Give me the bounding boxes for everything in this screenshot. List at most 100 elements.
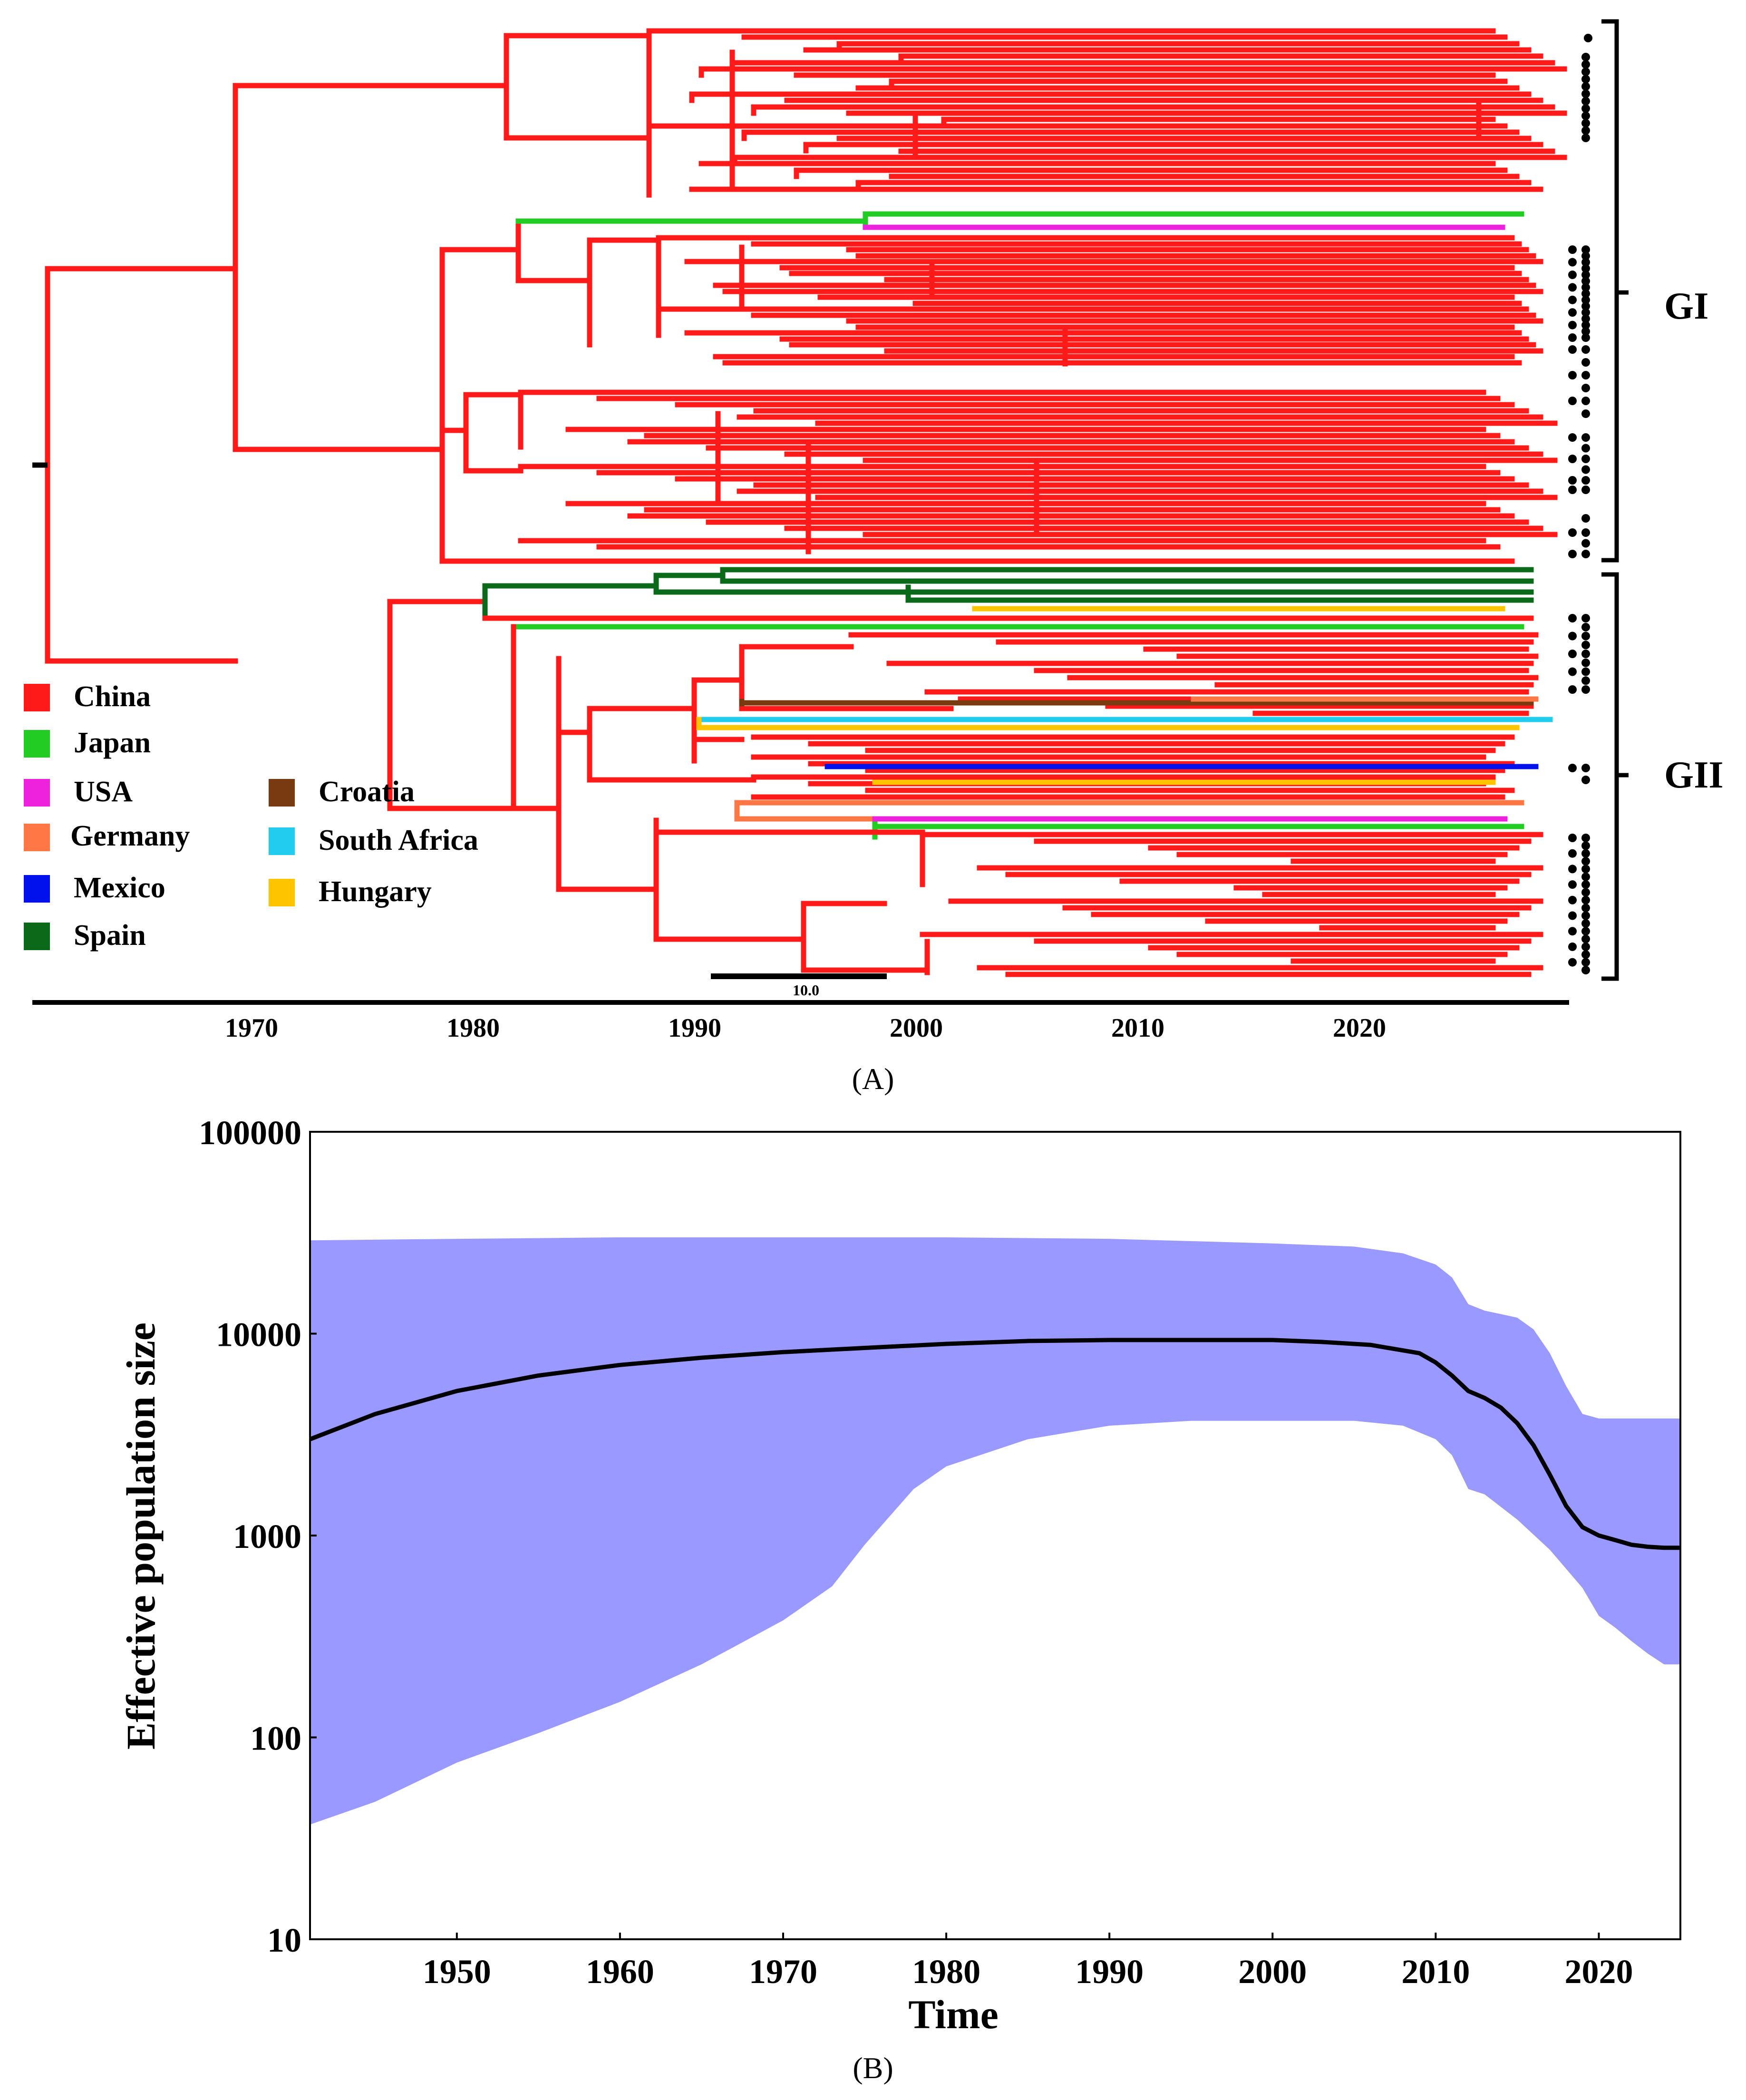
legend-label-usa: USA (74, 776, 133, 808)
tip-dot-72 (1568, 667, 1577, 676)
tip-dot-16 (1581, 252, 1590, 261)
legend-label-china: China (74, 681, 151, 713)
tip-dot-66 (1568, 632, 1577, 641)
legend-item-usa: USA (24, 776, 133, 808)
x-tick-label-1990: 1990 (1075, 1953, 1144, 1991)
tree-axis-tick-1970: 1970 (225, 1013, 278, 1043)
tip-dot-100 (1581, 942, 1590, 951)
tip-dot-45 (1581, 409, 1590, 418)
legend-item-south-africa: South Africa (269, 824, 478, 856)
tip-dot-30 (1568, 308, 1577, 317)
tip-dot-86 (1568, 865, 1577, 874)
y-tick-label-1000: 1000 (233, 1517, 301, 1556)
x-tick-label-2010: 2010 (1401, 1953, 1470, 1991)
tip-dot-46 (1581, 433, 1590, 442)
legend-swatch-mexico (24, 875, 50, 903)
tip-dot-71 (1581, 667, 1590, 676)
legend-label-croatia: Croatia (319, 776, 415, 808)
tip-dot-14 (1581, 245, 1590, 254)
legend-label-spain: Spain (74, 919, 146, 952)
panel-b-label: (B) (853, 2051, 893, 2085)
clade-bracket-gi (1601, 19, 1629, 563)
tip-dot-20 (1581, 270, 1590, 279)
tip-dot-5 (1581, 75, 1590, 84)
x-tick-label-1980: 1980 (912, 1953, 980, 1991)
tip-dot-79 (1581, 834, 1590, 842)
tip-dot-95 (1568, 911, 1577, 920)
tip-dot-56 (1581, 514, 1590, 523)
legend-swatch-usa (24, 779, 50, 807)
x-tick-label-1950: 1950 (423, 1953, 491, 1991)
skyline-axes: 1950 1960 1970 1980 1990 2000 2010 2020 10 100 100… (199, 1114, 1633, 1991)
tip-dot-89 (1568, 880, 1577, 889)
tip-dot-8 (1581, 97, 1590, 106)
legend-label-mexico: Mexico (74, 872, 165, 904)
tip-dot-1 (1584, 34, 1592, 42)
y-tick-label-10: 10 (267, 1921, 301, 1959)
tip-dot-4 (1581, 67, 1590, 76)
tip-dot-21 (1568, 270, 1577, 279)
tip-dot-33 (1568, 321, 1577, 330)
tip-dot-83 (1568, 849, 1577, 858)
tip-dot-94 (1581, 911, 1590, 920)
legend-swatch-japan (24, 730, 50, 758)
tip-dot-10 (1581, 111, 1590, 120)
tip-dot-82 (1581, 849, 1590, 858)
tip-dot-96 (1581, 919, 1590, 928)
tip-dot-60 (1581, 550, 1590, 558)
skyline-plot-panel: 1950 1960 1970 1980 1990 2000 2010 2020 10 100 100… (118, 1114, 1681, 2085)
tip-dot-7 (1581, 89, 1590, 98)
tip-dot-92 (1568, 895, 1577, 904)
tip-dot-76 (1581, 764, 1590, 772)
tip-dot-70 (1581, 658, 1590, 667)
tip-dot-68 (1581, 650, 1590, 658)
x-tick-label-1960: 1960 (586, 1953, 654, 1991)
tree-axis-tick-1980: 1980 (446, 1013, 500, 1043)
legend-label-japan: Japan (74, 727, 151, 759)
legend-item-spain: Spain (24, 919, 146, 952)
tip-dot-74 (1581, 685, 1590, 694)
tip-dot-54 (1581, 486, 1590, 494)
tip-dot-61 (1568, 550, 1577, 558)
tip-dot-105 (1581, 966, 1590, 974)
tip-dot-25 (1581, 289, 1590, 298)
tip-dot-75 (1568, 685, 1577, 694)
tree-axis-tick-2020: 2020 (1333, 1013, 1386, 1043)
tip-dot-50 (1568, 455, 1577, 463)
tip-dot-59 (1581, 539, 1590, 548)
tip-dot-63 (1568, 614, 1577, 622)
tree-branches (45, 28, 1567, 977)
tip-dot-103 (1581, 958, 1590, 967)
legend: China Japan USA Germany Mexico Spain (24, 681, 478, 952)
tip-dot-57 (1581, 528, 1590, 537)
tip-dot-9 (1581, 104, 1590, 113)
legend-swatch-croatia (269, 779, 295, 807)
tip-dot-22 (1581, 277, 1590, 286)
tip-dot-40 (1581, 371, 1590, 379)
clade-label-gii: GII (1664, 754, 1724, 796)
tip-dot-29 (1581, 308, 1590, 317)
tip-dot-23 (1581, 283, 1590, 292)
tip-dot-102 (1581, 950, 1590, 959)
tip-dot-15 (1568, 245, 1577, 254)
hpd-interval-band (310, 1237, 1680, 1825)
legend-item-japan: Japan (24, 727, 151, 759)
x-tick-label-1970: 1970 (749, 1953, 817, 1991)
phylogenetic-tree-panel: GI GII China Japan USA Germany (24, 19, 1724, 1096)
tip-dot-31 (1581, 314, 1590, 323)
tip-dot-52 (1581, 476, 1590, 485)
tip-dot-44 (1568, 397, 1577, 405)
tip-dot-73 (1581, 676, 1590, 685)
legend-item-mexico: Mexico (24, 872, 165, 904)
legend-item-hungary: Hungary (269, 875, 432, 908)
tip-dot-36 (1568, 333, 1577, 342)
tip-dot-41 (1568, 371, 1577, 379)
y-axis-title: Effective population size (118, 1322, 164, 1750)
legend-label-germany: Germany (70, 820, 190, 852)
panel-a-label: (A) (852, 1062, 894, 1096)
tip-dot-98 (1568, 927, 1577, 936)
tip-dot-99 (1581, 934, 1590, 943)
tip-dot-28 (1581, 301, 1590, 311)
scale-bar-label: 10.0 (793, 982, 819, 999)
tip-dot-35 (1581, 333, 1590, 342)
